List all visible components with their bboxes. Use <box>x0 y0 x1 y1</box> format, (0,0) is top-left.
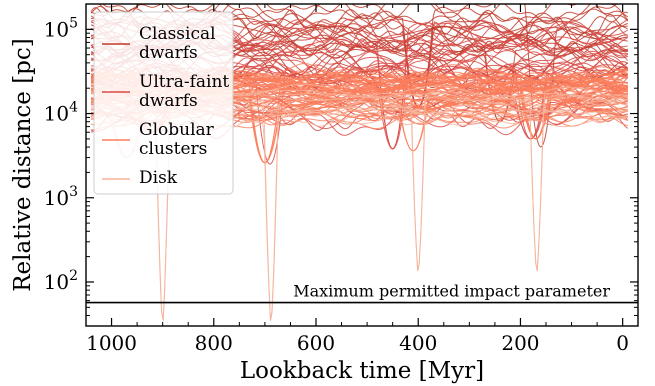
legend-item: Disk <box>102 168 178 188</box>
y-tick-label: 104 <box>44 100 78 126</box>
axis-ticks: 1000 800 600 400 200 0 102 103 104 105 <box>44 3 638 355</box>
x-tick-label: 600 <box>297 331 335 355</box>
legend-item: Classical dwarfs <box>102 24 216 63</box>
legend-label: Disk <box>139 168 178 188</box>
legend-label: Ultra-faint dwarfs <box>139 72 229 111</box>
legend: Classical dwarfs Ultra-faint dwarfs Globular… <box>93 11 234 195</box>
legend-box <box>93 11 234 195</box>
threshold-label: Maximum permitted impact parameter <box>293 282 610 301</box>
legend-item: Globular clusters <box>102 120 215 159</box>
x-tick-label: 400 <box>399 331 437 355</box>
x-axis-label: Lookback time [Myr] <box>240 358 484 384</box>
y-tick-label: 102 <box>44 268 78 294</box>
y-tick-label: 105 <box>44 15 78 41</box>
legend-item: Ultra-faint dwarfs <box>102 72 229 111</box>
y-axis-label: Relative distance [pc] <box>10 38 36 292</box>
plot-frame <box>85 3 639 327</box>
x-tick-label: 200 <box>501 331 539 355</box>
legend-label: Globular clusters <box>139 120 215 159</box>
x-tick-label: 0 <box>616 331 629 355</box>
x-tick-label: 800 <box>195 331 233 355</box>
legend-label: Classical dwarfs <box>139 24 216 63</box>
threshold-group: Maximum permitted impact parameter <box>86 282 638 304</box>
y-tick-label: 103 <box>44 184 78 210</box>
x-tick-label: 1000 <box>86 331 137 355</box>
